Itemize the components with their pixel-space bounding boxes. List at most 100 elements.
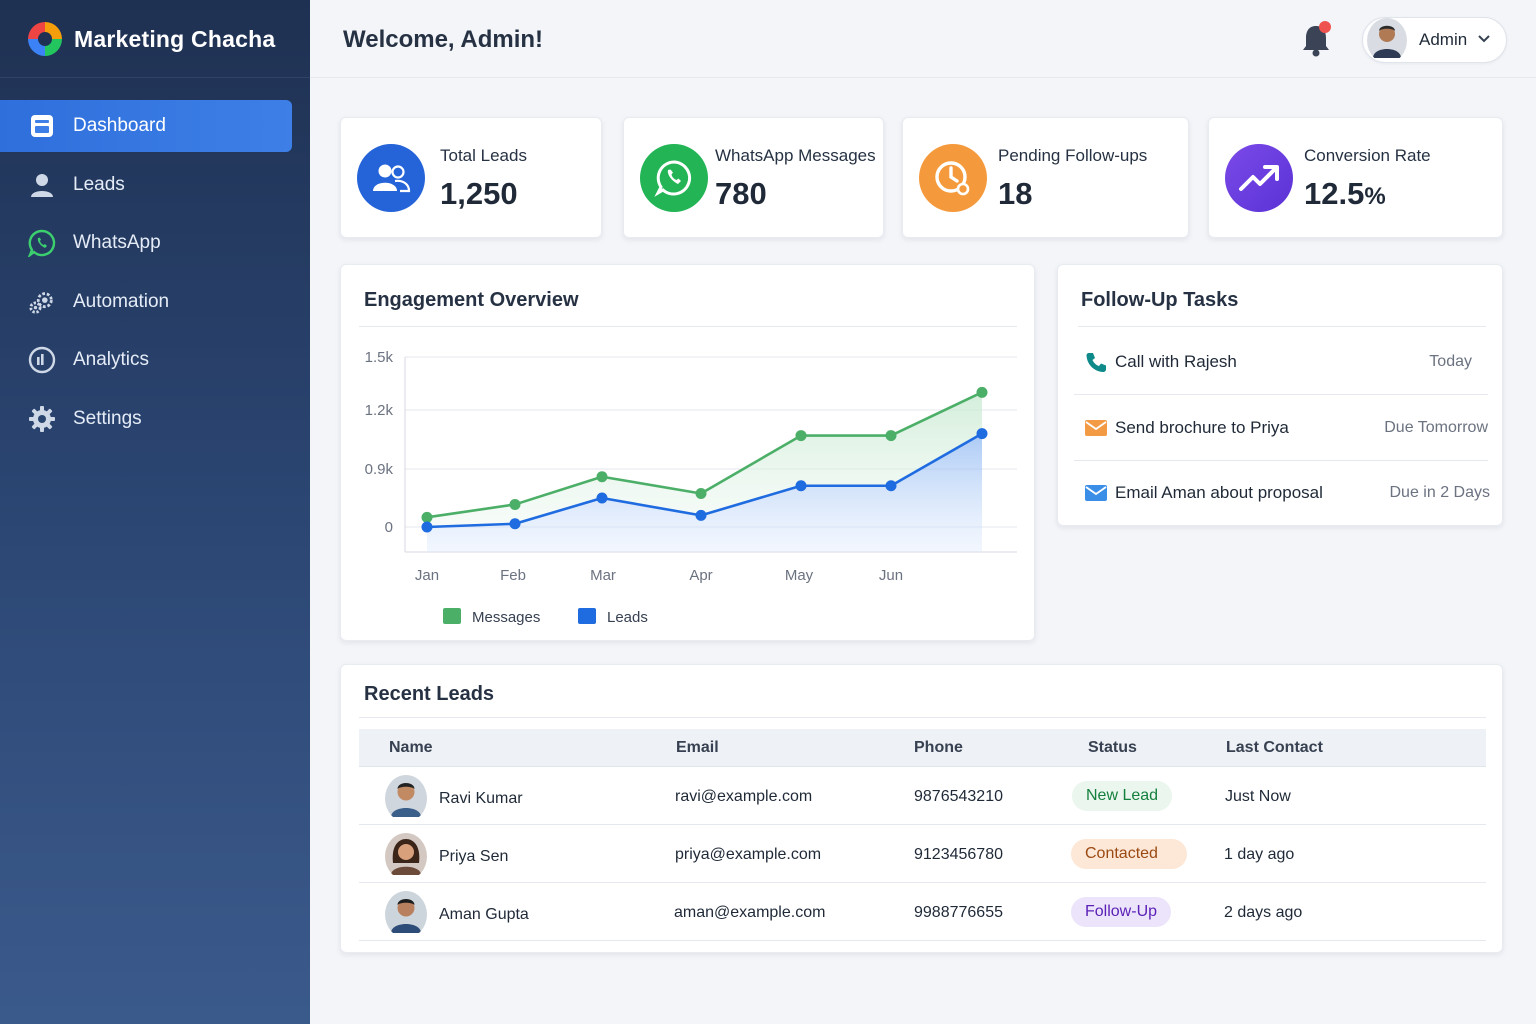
messages-data-point	[509, 498, 521, 510]
task-divider	[1074, 460, 1488, 461]
stat-value-unit: %	[1364, 183, 1386, 210]
lead-phone: 9123456780	[914, 846, 1003, 863]
automation-gears-icon	[28, 288, 56, 316]
legend-label: Messages	[472, 609, 540, 626]
sidebar: Marketing Chacha Dashboard Leads WhatsAp…	[0, 0, 310, 1024]
stat-label: Total Leads	[440, 146, 527, 165]
engagement-overview-card: Engagement Overview 0 0.9k 1.2k 1.5k Jan Feb M…	[340, 264, 1035, 641]
card-divider	[359, 717, 1486, 718]
y-tick-label: 1.2k	[365, 402, 394, 419]
column-header-status[interactable]: Status	[1088, 739, 1137, 756]
leads-area	[427, 433, 982, 552]
avatar	[385, 891, 427, 938]
user-icon	[28, 171, 56, 199]
stat-value: 12.5%	[1304, 176, 1386, 212]
x-tick-label: Mar	[590, 567, 616, 584]
task-title: Send brochure to Priya	[1115, 418, 1289, 437]
y-tick-label: 0	[385, 519, 393, 536]
lead-email: priya@example.com	[675, 846, 822, 863]
gear-icon	[28, 405, 56, 433]
avatar	[385, 833, 427, 880]
table-row[interactable]: Aman Gupta aman@example.com 9988776655 F…	[359, 883, 1486, 941]
task-due: Today	[1429, 353, 1472, 370]
avatar	[1367, 17, 1407, 63]
lead-name: Ravi Kumar	[439, 789, 523, 807]
column-header-email[interactable]: Email	[676, 739, 719, 756]
leads-data-point	[885, 480, 897, 492]
messages-data-point	[421, 511, 433, 523]
stat-card-total-leads[interactable]: Total Leads 1,250	[340, 117, 602, 238]
column-header-phone[interactable]: Phone	[914, 739, 963, 756]
user-name: Admin	[1419, 30, 1468, 49]
sidebar-nav: Dashboard Leads WhatsApp Automation Anal…	[0, 100, 292, 451]
leads-data-point	[795, 480, 807, 492]
recent-leads-title: Recent Leads	[364, 683, 495, 705]
sidebar-item-label: WhatsApp	[73, 232, 161, 253]
task-divider	[1074, 394, 1488, 395]
stat-card-pending-followups[interactable]: Pending Follow-ups 18	[902, 117, 1189, 238]
task-item[interactable]: Call with Rajesh Today	[1074, 329, 1488, 395]
sidebar-item-whatsapp[interactable]: WhatsApp	[0, 217, 292, 269]
sidebar-divider	[0, 77, 310, 78]
sidebar-item-dashboard[interactable]: Dashboard	[0, 100, 292, 152]
stat-card-conversion-rate[interactable]: Conversion Rate 12.5%	[1208, 117, 1503, 238]
sidebar-item-analytics[interactable]: Analytics	[0, 334, 292, 386]
envelope-icon	[1084, 481, 1108, 505]
stat-label: WhatsApp Messages	[715, 146, 876, 165]
lead-phone: 9988776655	[914, 904, 1003, 921]
card-divider	[1078, 326, 1486, 327]
brand-logo-icon	[28, 22, 62, 56]
column-header-name[interactable]: Name	[389, 739, 433, 756]
avatar	[385, 775, 427, 822]
lead-phone: 9876543210	[914, 788, 1003, 805]
lead-name-cell: Aman Gupta	[385, 891, 529, 938]
x-tick-label: Jan	[415, 567, 439, 584]
brand[interactable]: Marketing Chacha	[28, 20, 275, 58]
legend-swatch	[578, 608, 596, 624]
task-item[interactable]: Email Aman about proposal Due in 2 Days	[1074, 460, 1491, 526]
column-header-last-contact[interactable]: Last Contact	[1226, 739, 1323, 756]
whatsapp-icon	[28, 229, 56, 257]
sidebar-item-label: Dashboard	[73, 115, 166, 136]
task-due: Due in 2 Days	[1389, 484, 1491, 501]
stat-label: Conversion Rate	[1304, 146, 1431, 165]
stat-card-whatsapp-messages[interactable]: WhatsApp Messages 780	[623, 117, 884, 238]
table-row[interactable]: Ravi Kumar ravi@example.com 9876543210 N…	[359, 767, 1486, 825]
leads-data-point	[596, 492, 608, 504]
task-item[interactable]: Send brochure to Priya Due Tomorrow	[1074, 395, 1488, 461]
engagement-chart: 0 0.9k 1.2k 1.5k Jan Feb Mar Apr May Jun Messages L…	[365, 349, 1017, 626]
leads-data-point	[509, 518, 521, 530]
card-divider	[359, 326, 1017, 327]
task-title: Call with Rajesh	[1115, 352, 1237, 371]
legend-label: Leads	[607, 609, 648, 626]
y-tick-label: 1.5k	[365, 349, 394, 366]
table-row[interactable]: Priya Sen priya@example.com 9123456780 C…	[359, 825, 1486, 883]
chart-title: Engagement Overview	[364, 289, 579, 311]
messages-data-point	[795, 430, 807, 442]
sidebar-item-settings[interactable]: Settings	[0, 393, 292, 445]
user-menu[interactable]: Admin	[1362, 17, 1507, 63]
legend-swatch	[443, 608, 461, 624]
sidebar-item-leads[interactable]: Leads	[0, 159, 292, 211]
whatsapp-icon	[640, 144, 708, 212]
notification-dot	[1319, 21, 1331, 33]
stat-value: 1,250	[440, 176, 518, 211]
trend-up-icon	[1225, 144, 1293, 212]
messages-area	[427, 392, 982, 527]
status-badge: Contacted	[1071, 839, 1187, 869]
brand-name: Marketing Chacha	[74, 25, 276, 52]
lead-email: ravi@example.com	[675, 788, 813, 805]
lead-last-contact: 1 day ago	[1224, 846, 1295, 863]
messages-data-point	[695, 487, 707, 499]
stat-value-number: 12.5	[1304, 176, 1365, 211]
sidebar-item-automation[interactable]: Automation	[0, 276, 292, 328]
table-header: Name Email Phone Status Last Contact	[359, 729, 1486, 767]
messages-data-point	[976, 386, 988, 398]
top-header: Welcome, Admin! Admin	[310, 0, 1536, 78]
x-tick-label: Apr	[689, 567, 712, 584]
stat-value: 780	[715, 176, 767, 211]
envelope-icon	[1084, 416, 1108, 440]
sidebar-item-label: Leads	[73, 173, 125, 195]
messages-data-point	[885, 430, 897, 442]
y-tick-label: 0.9k	[365, 461, 394, 478]
